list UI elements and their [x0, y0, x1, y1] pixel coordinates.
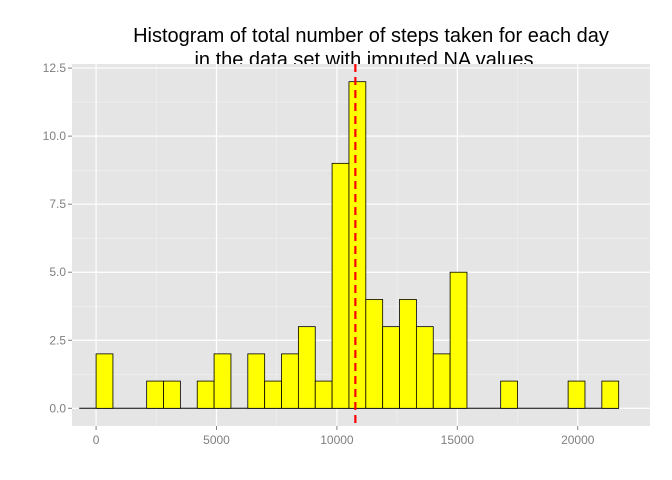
- y-tick-label: 2.5: [49, 333, 66, 347]
- histogram-bar: [331, 162, 350, 409]
- chart-title-line-1: Histogram of total number of steps taken…: [133, 25, 609, 47]
- histogram-bar: [567, 380, 586, 409]
- histogram-bar: [601, 380, 620, 409]
- histogram-bar: [213, 353, 232, 409]
- x-tick-label: 5000: [203, 433, 230, 447]
- y-tick-label: 5.0: [49, 265, 66, 279]
- histogram-bar: [449, 271, 468, 409]
- histogram-bars: [79, 81, 620, 409]
- y-tick-label: 10.0: [43, 129, 67, 143]
- histogram-bar: [432, 353, 451, 409]
- histogram-bar: [314, 380, 333, 409]
- x-tick-label: 20000: [561, 433, 595, 447]
- histogram-bar: [500, 380, 518, 409]
- histogram-bar: [163, 380, 181, 409]
- histogram-bar: [281, 353, 299, 409]
- histogram-bar: [399, 299, 417, 409]
- histogram-bar: [247, 353, 266, 409]
- x-tick-label: 10000: [320, 433, 354, 447]
- y-tick-label: 0.0: [49, 401, 66, 415]
- histogram-bar: [196, 380, 215, 409]
- histogram-bar: [348, 81, 367, 409]
- histogram-bar: [146, 380, 164, 409]
- x-tick-label: 15000: [441, 433, 475, 447]
- y-tick-label: 7.5: [49, 197, 66, 211]
- x-axis: 0 5000 10000 15000 20000: [93, 426, 595, 447]
- histogram-bar: [382, 326, 400, 409]
- histogram-bar: [95, 353, 114, 409]
- y-axis: 0.0 2.5 5.0 7.5 10.0 12.5: [43, 61, 72, 415]
- histogram-bar: [365, 299, 384, 409]
- histogram-bar: [297, 326, 316, 409]
- x-tick-label: 0: [93, 433, 100, 447]
- histogram-bar: [264, 380, 282, 409]
- y-tick-label: 12.5: [43, 61, 67, 75]
- histogram-bar: [415, 326, 434, 409]
